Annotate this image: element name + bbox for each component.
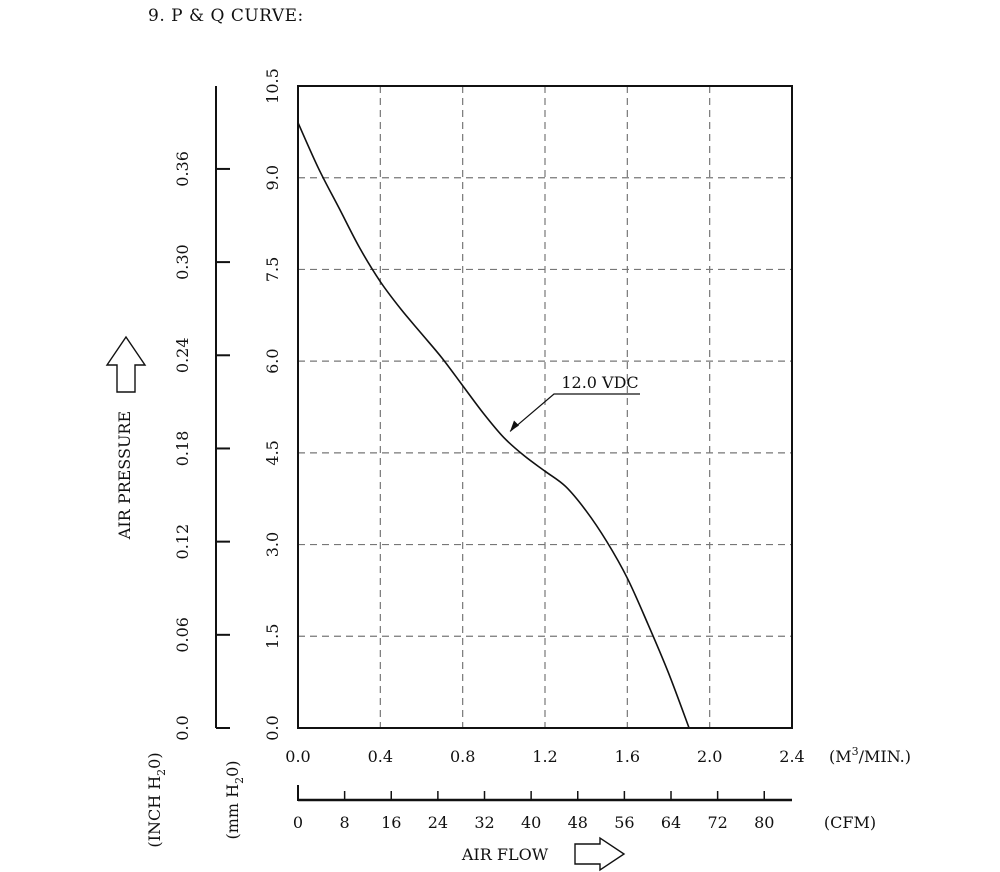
inch-tick-label: 0.06 (173, 617, 192, 653)
y-axis-title: AIR PRESSURE (115, 411, 134, 540)
y-tick-label: 9.0 (263, 165, 282, 190)
cfm-unit-label: (CFM) (824, 813, 876, 832)
annotation-leader-line (509, 393, 640, 432)
inch-tick-label: 0.36 (173, 151, 192, 187)
cfm-tick-label: 72 (707, 813, 727, 832)
x-tick-label: 0.4 (368, 747, 393, 766)
y-tick-label: 6.0 (263, 348, 282, 373)
inch-tick-label: 0.18 (173, 431, 192, 467)
x-axis-title: AIR FLOW (461, 845, 549, 864)
cfm-tick-label: 48 (568, 813, 588, 832)
y-tick-label: 3.0 (263, 532, 282, 557)
annotation-arrowhead-icon (510, 420, 520, 432)
cfm-tick-label: 64 (661, 813, 681, 832)
series-line-12vdc (297, 122, 690, 729)
y-unit-label: (mm H20) (223, 760, 246, 839)
cfm-tick-label: 24 (428, 813, 448, 832)
plot-frame (297, 85, 793, 729)
y-tick-label: 0.0 (263, 715, 282, 740)
page-title: 9. P & Q CURVE: (148, 6, 304, 26)
inch-tick-label: 0.24 (173, 337, 192, 373)
y-tick-label: 1.5 (263, 624, 282, 649)
inch-tick-label: 0.12 (173, 524, 192, 560)
cfm-tick-label: 8 (340, 813, 350, 832)
x-tick-label: 1.2 (532, 747, 557, 766)
y-tick-label: 7.5 (263, 257, 282, 282)
x-tick-label: 2.0 (697, 747, 722, 766)
x-tick-label: 0.8 (450, 747, 475, 766)
cfm-tick-label: 80 (754, 813, 774, 832)
x-unit-label: (M3/MIN.) (829, 745, 911, 766)
cfm-tick-label: 0 (293, 813, 303, 832)
x-tick-label: 2.4 (779, 747, 804, 766)
air-flow-arrow-icon (574, 836, 626, 872)
inch-tick-label: 0.30 (173, 244, 192, 280)
cfm-tick-label: 16 (381, 813, 401, 832)
cfm-tick-label: 56 (614, 813, 634, 832)
y-tick-label: 10.5 (263, 68, 282, 104)
cfm-tick-label: 40 (521, 813, 541, 832)
x-tick-label: 0.0 (285, 747, 310, 766)
x-tick-label: 1.6 (615, 747, 640, 766)
inch-tick-label: 0.0 (173, 715, 192, 740)
cfm-tick-label: 32 (474, 813, 494, 832)
inch-unit-label: (INCH H20) (145, 752, 168, 847)
y-tick-label: 4.5 (263, 440, 282, 465)
grid-lines (298, 86, 792, 728)
air-pressure-arrow-icon (105, 335, 147, 393)
series-label-12vdc: 12.0 VDC (561, 373, 638, 392)
